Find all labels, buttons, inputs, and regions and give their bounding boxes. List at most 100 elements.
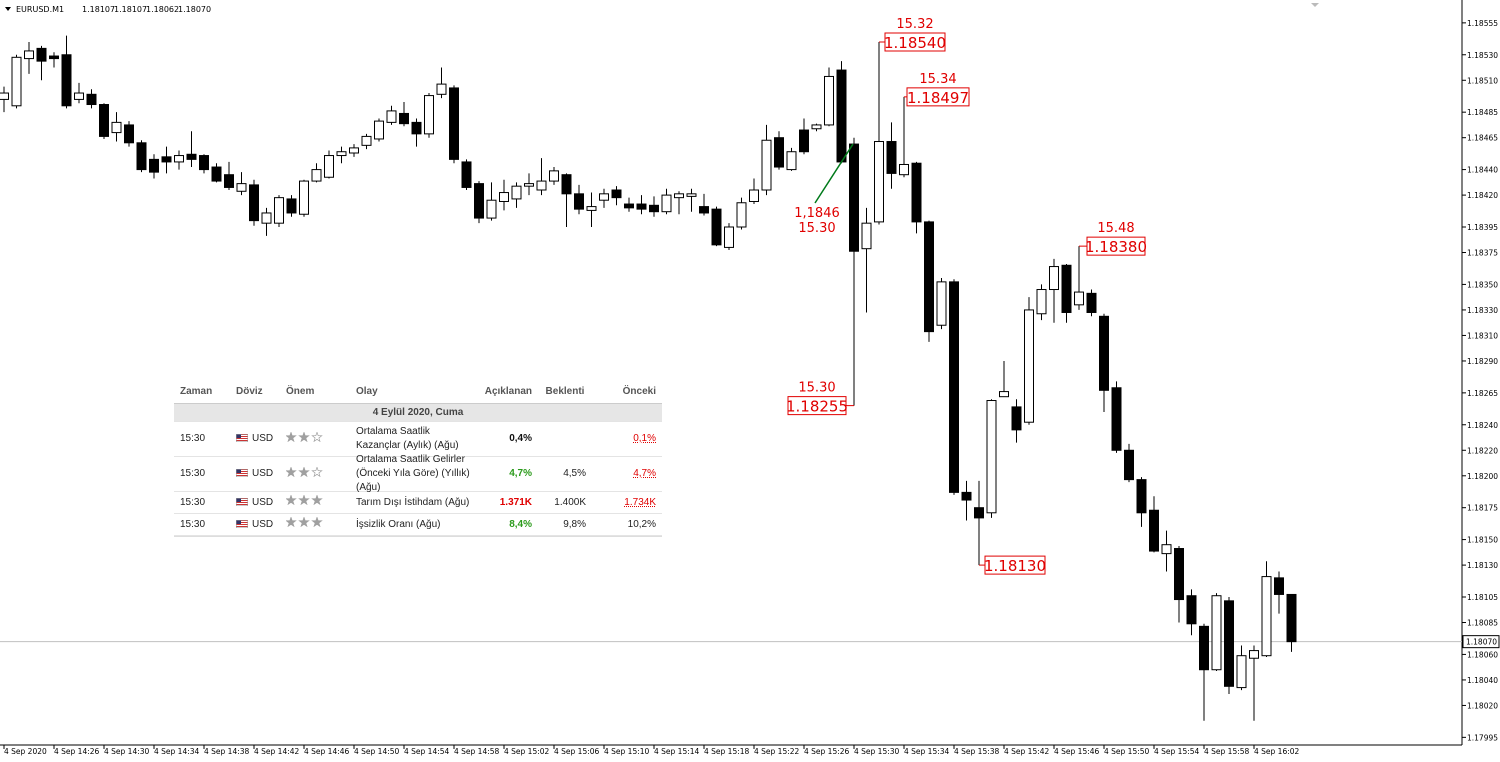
actual: 4,7% (509, 468, 532, 479)
x-tick-label: 4 Sep 14:46 (304, 747, 350, 756)
candle-body (436, 83, 447, 95)
candle-body (549, 170, 559, 182)
annotation-price: 1.18255 (786, 398, 848, 416)
candle-body (499, 192, 509, 202)
flag-stripe (236, 521, 248, 523)
y-tick-label: 1.18350 (1467, 280, 1498, 289)
flag-stripe (236, 503, 248, 505)
annotation-price: 1.18497 (907, 89, 969, 107)
x-tick-label: 4 Sep 15:54 (1154, 747, 1200, 756)
y-tick-label: 1.18240 (1467, 421, 1498, 430)
flag-stripe (236, 501, 248, 503)
previous-value: 0,1% (633, 433, 656, 444)
note-arrow (814, 143, 854, 204)
candle-body (849, 143, 859, 252)
candle-body (324, 155, 334, 178)
candle-body (686, 193, 697, 197)
x-tick-label: 4 Sep 14:26 (54, 747, 100, 756)
candle-body (486, 199, 497, 219)
candle-body (599, 193, 609, 201)
y-tick-label: 1.18440 (1467, 166, 1498, 175)
flag-canton (236, 469, 241, 474)
candle-body (1111, 387, 1122, 451)
candle-body (1274, 577, 1284, 595)
calendar-table: Zaman Döviz Önem Olay Açıklanan Beklenti Öncek… (174, 381, 662, 537)
candle-body (1011, 406, 1022, 431)
flag-stripe (236, 471, 248, 473)
shift-marker (1311, 3, 1319, 7)
candle-body (699, 206, 709, 214)
event: İşsizlik Oranı (Ağu) (356, 518, 441, 530)
flag-canton (236, 497, 241, 502)
flag-canton (236, 434, 241, 439)
candle-body (1136, 479, 1147, 514)
candle-body (999, 391, 1009, 398)
x-tick-label: 4 Sep 14:58 (454, 747, 500, 756)
last-price-box (1462, 635, 1500, 649)
importance (280, 516, 350, 532)
y-tick-label: 1.18040 (1467, 676, 1498, 685)
candle-body (536, 180, 547, 191)
candle-body (811, 124, 822, 130)
x-tick-label: 4 Sep 15:02 (504, 747, 550, 756)
x-tick-label: 4 Sep 15:50 (1104, 747, 1150, 756)
quote: 1.18107 (82, 5, 115, 14)
candle-body (1199, 625, 1209, 671)
column-header: Zaman (180, 386, 213, 397)
x-tick-label: 4 Sep 15:10 (604, 747, 650, 756)
previous-value: 4,7% (633, 468, 656, 479)
quote: 1.18062 (146, 5, 179, 14)
candle-body (1249, 650, 1259, 659)
candle-body (836, 69, 847, 163)
candle-body (749, 189, 759, 202)
candle-body (1024, 309, 1034, 423)
annotation-box (906, 87, 970, 107)
candle-body (149, 158, 159, 173)
currency-code: USD (252, 433, 274, 444)
note-price: 1,1846 (794, 206, 840, 221)
candle-body (1236, 655, 1247, 689)
flag-stripe (236, 475, 248, 477)
candle-body (561, 174, 572, 195)
candle-body (0, 92, 9, 100)
annotation-box (984, 555, 1046, 575)
forecast: 4,5% (563, 468, 586, 479)
candle-body (49, 55, 59, 60)
y-tick-label: 1.18085 (1467, 619, 1498, 628)
candle-body (274, 197, 284, 224)
x-tick-label: 4 Sep 15:06 (554, 747, 600, 756)
annotation-time: 15.48 (1097, 221, 1134, 236)
flag-stripe (236, 438, 248, 440)
previous: 0,1% (592, 432, 662, 446)
event: Tarım Dışı İstihdam (Ağu) (356, 496, 470, 508)
candle-body (36, 47, 47, 62)
annotation-price: 1.18380 (1085, 238, 1147, 256)
star (298, 494, 310, 506)
y-tick-label: 1.18105 (1467, 593, 1498, 602)
star (311, 516, 323, 528)
flag (236, 434, 248, 443)
x-tick-label: 4 Sep 16:02 (1254, 747, 1300, 756)
importance (280, 494, 350, 510)
x-tick-label: 4 Sep 14:42 (254, 747, 300, 756)
candle-body (961, 491, 972, 501)
last-price-label: 1.18070 (1466, 638, 1497, 647)
x-tick-label: 4 Sep 15:30 (854, 747, 900, 756)
candle-body (711, 208, 722, 246)
candle-body (424, 95, 434, 135)
star (311, 494, 323, 506)
candle-body (474, 183, 484, 219)
flag-stripe (236, 440, 248, 442)
candle-body (386, 110, 397, 123)
annotation-time: 15.34 (919, 72, 956, 87)
currency: USD (230, 518, 280, 532)
candle-body (524, 183, 534, 187)
candle-body (1161, 544, 1172, 555)
y-tick-label: 1.18200 (1467, 472, 1498, 481)
candle-body (724, 226, 734, 248)
x-tick-label: 4 Sep 14:54 (404, 747, 450, 756)
candle-body (1261, 576, 1272, 657)
annotation-box (1086, 236, 1146, 256)
candle-body (286, 198, 297, 214)
header-row: Zaman Döviz Önem Olay Açıklanan Beklenti Öncek… (174, 381, 662, 404)
